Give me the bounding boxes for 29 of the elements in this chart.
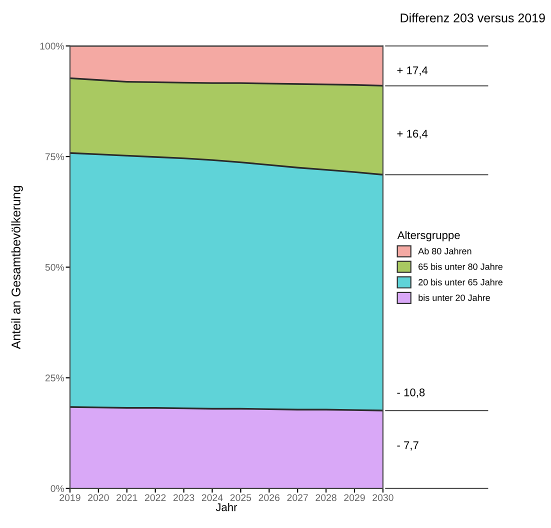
y-tick-label: 50% — [45, 264, 64, 271]
text: - 7,7 — [397, 441, 418, 450]
y-tick-label: 100% — [40, 42, 64, 50]
x-tick-label: 2023 — [173, 494, 194, 502]
legend-title: Altersgruppe — [397, 230, 460, 242]
text: + 17,4 — [397, 66, 428, 76]
text: + 16,4 — [397, 130, 428, 139]
x-tick-label: 2019 — [60, 494, 80, 502]
legend-label: Ab 80 Jahren — [418, 248, 472, 254]
x-tick-label: 2027 — [287, 494, 308, 502]
x-tick-label: 2030 — [372, 494, 394, 502]
y-tick-label: 75% — [45, 153, 64, 160]
text: - 10,8 — [397, 388, 425, 398]
y-tick-label: 0% — [50, 485, 64, 492]
x-tick-label: 2029 — [344, 494, 365, 502]
x-tick-label: 2028 — [316, 494, 336, 502]
x-tick-label: 2020 — [88, 494, 109, 502]
x-tick-label: 2025 — [230, 494, 252, 502]
y-tick-label: 25% — [45, 374, 64, 382]
x-tick-label: 2024 — [202, 494, 223, 502]
x-axis-title: Jahr — [216, 503, 238, 512]
legend-label: 20 bis unter 65 Jahre — [418, 278, 503, 286]
x-tick-label: 2021 — [116, 494, 138, 502]
x-tick-label: 2022 — [145, 494, 166, 502]
text: Differenz 203 versus 2019 — [400, 13, 545, 22]
legend-label: 65 bis unter 80 Jahre — [418, 263, 503, 270]
x-tick-label: 2026 — [258, 494, 280, 502]
legend-label: bis unter 20 Jahre — [418, 294, 490, 301]
y-axis-title: Anteil an Gesamtbevölkerung — [11, 186, 23, 350]
